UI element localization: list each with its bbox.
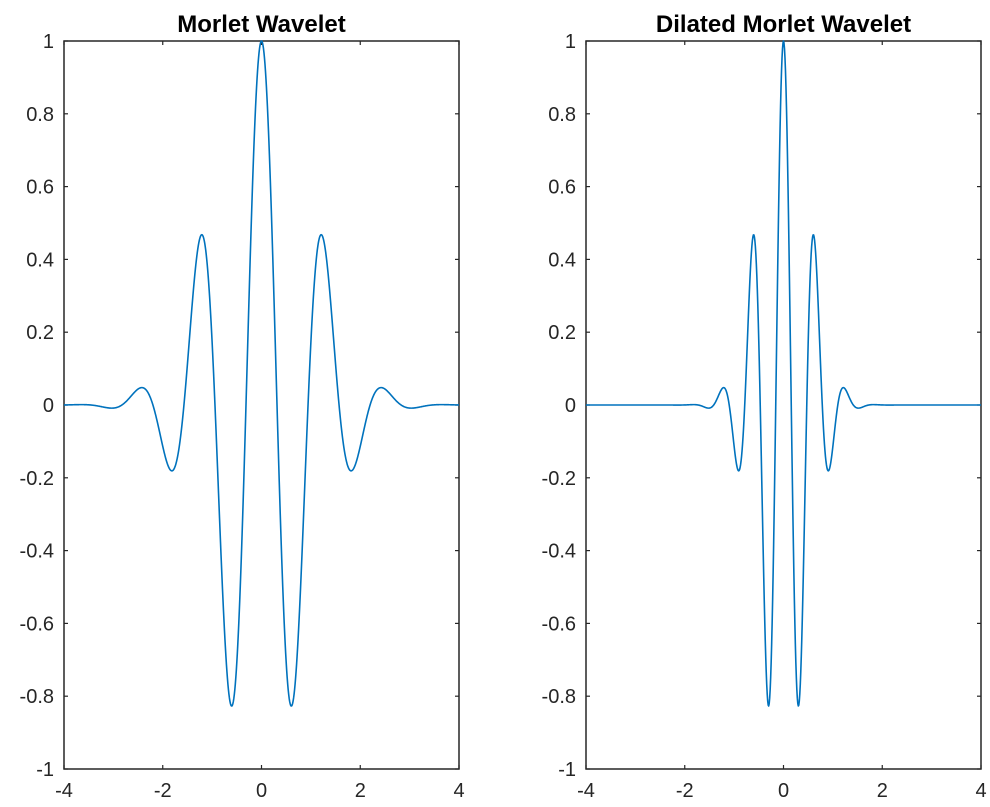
- y-tick-label: 0.8: [548, 104, 576, 126]
- y-tick-label: -0.4: [542, 541, 576, 563]
- x-tick-label: 0: [256, 780, 267, 802]
- chart-panel-dilated-morlet: Dilated Morlet Wavelet -1 -0.8 -0.6 -0.4 -0.2…: [542, 11, 987, 802]
- chart-title: Morlet Wavelet: [177, 11, 345, 38]
- x-tick-label: 2: [877, 780, 888, 802]
- y-tick-label: 0.2: [26, 322, 54, 344]
- x-tick-label: 2: [355, 780, 366, 802]
- y-tick-label: -0.8: [20, 686, 54, 708]
- chart-panel-morlet: Morlet Wavelet -1 -0.8 -0.6 -0.4 -0.2 0 0.2 0.4 0…: [20, 11, 465, 802]
- y-tick-label: -0.6: [20, 613, 54, 635]
- series-line-1: [585, 40, 982, 707]
- y-tick-label: -0.2: [20, 468, 54, 490]
- y-tick-label: 1: [565, 31, 576, 53]
- y-tick-label: -0.6: [542, 613, 576, 635]
- y-tick-label: 1: [43, 31, 54, 53]
- y-tick-label: 0.8: [26, 104, 54, 126]
- chart-title: Dilated Morlet Wavelet: [656, 11, 911, 38]
- y-tick-label: 0.2: [548, 322, 576, 344]
- x-tick-label: 4: [453, 780, 464, 802]
- y-tick-label: -1: [36, 759, 54, 781]
- y-tick-label: -1: [558, 759, 576, 781]
- x-tick-label: 4: [975, 780, 986, 802]
- y-tick-label: 0.4: [26, 249, 54, 271]
- y-tick-label: -0.4: [20, 541, 54, 563]
- x-tick-label: -2: [676, 780, 694, 802]
- x-tick-label: 0: [778, 780, 789, 802]
- y-tick-label: -0.2: [542, 468, 576, 490]
- x-tick-label: -4: [55, 780, 73, 802]
- y-tick-label: 0: [43, 395, 54, 417]
- y-tick-label: 0.6: [26, 177, 54, 199]
- y-tick-label: -0.8: [542, 686, 576, 708]
- x-tick-label: -2: [154, 780, 172, 802]
- y-tick-label: 0.4: [548, 249, 576, 271]
- series-line-1: [63, 40, 460, 707]
- x-tick-label: -4: [577, 780, 595, 802]
- y-tick-label: 0.6: [548, 177, 576, 199]
- y-tick-label: 0: [565, 395, 576, 417]
